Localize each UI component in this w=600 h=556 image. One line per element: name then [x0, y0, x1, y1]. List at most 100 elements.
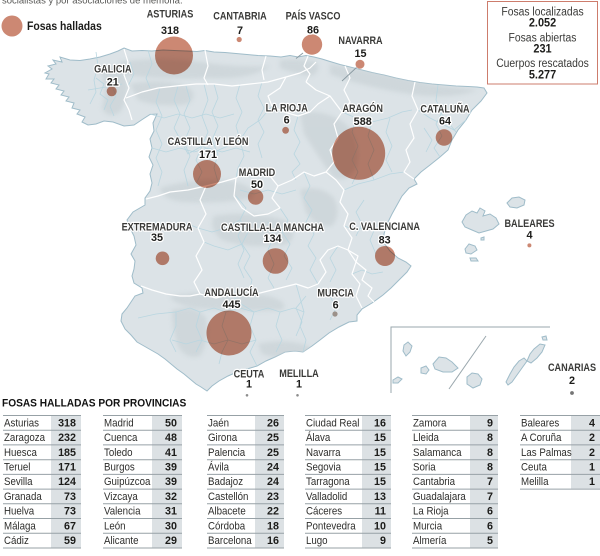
- svg-text:Cantabria: Cantabria: [413, 476, 455, 489]
- svg-text:64: 64: [439, 115, 452, 127]
- svg-text:Zaragoza: Zaragoza: [4, 431, 45, 444]
- svg-text:25: 25: [267, 432, 279, 444]
- svg-text:124: 124: [58, 476, 77, 488]
- svg-text:171: 171: [199, 149, 217, 161]
- svg-text:Cádiz: Cádiz: [4, 534, 29, 547]
- svg-text:Lugo: Lugo: [306, 534, 328, 547]
- svg-text:Salamanca: Salamanca: [413, 446, 462, 459]
- svg-text:15: 15: [374, 476, 386, 488]
- svg-text:6: 6: [487, 505, 493, 517]
- svg-text:15: 15: [374, 461, 386, 473]
- svg-text:31: 31: [165, 505, 177, 517]
- svg-text:PAÍS VASCO: PAÍS VASCO: [286, 9, 341, 23]
- svg-text:Madrid: Madrid: [104, 417, 134, 430]
- svg-text:18: 18: [267, 520, 279, 532]
- svg-text:4: 4: [589, 417, 596, 429]
- svg-text:16: 16: [374, 417, 386, 429]
- svg-text:185: 185: [58, 447, 76, 459]
- svg-text:22: 22: [267, 505, 279, 517]
- svg-text:2.052: 2.052: [529, 17, 556, 29]
- svg-text:ARAGÓN: ARAGÓN: [342, 101, 383, 115]
- svg-text:2: 2: [569, 375, 575, 387]
- svg-text:CASTILLA-LA MANCHA: CASTILLA-LA MANCHA: [221, 222, 324, 234]
- svg-text:MURCIA: MURCIA: [317, 288, 354, 300]
- svg-text:Ciudad Real: Ciudad Real: [306, 417, 359, 430]
- svg-text:6: 6: [487, 520, 493, 532]
- svg-text:Guipúzcoa: Guipúzcoa: [104, 476, 150, 489]
- svg-text:Ávila: Ávila: [208, 460, 229, 474]
- svg-text:Sevilla: Sevilla: [4, 476, 33, 489]
- svg-text:23: 23: [267, 491, 279, 503]
- svg-text:134: 134: [263, 233, 282, 245]
- svg-text:73: 73: [64, 505, 76, 517]
- svg-text:Valladolid: Valladolid: [306, 490, 347, 503]
- svg-text:Navarra: Navarra: [306, 446, 341, 459]
- svg-text:13: 13: [374, 491, 386, 503]
- svg-text:Melilla: Melilla: [521, 476, 549, 489]
- svg-text:32: 32: [165, 491, 177, 503]
- svg-text:Tarragona: Tarragona: [306, 476, 350, 489]
- svg-text:MELILLA: MELILLA: [279, 368, 319, 380]
- svg-text:171: 171: [58, 461, 76, 473]
- svg-text:318: 318: [161, 25, 179, 37]
- svg-text:Soria: Soria: [413, 461, 436, 474]
- svg-text:50: 50: [165, 417, 177, 429]
- svg-text:9: 9: [487, 417, 493, 429]
- svg-text:48: 48: [165, 432, 177, 444]
- svg-text:41: 41: [165, 447, 177, 459]
- svg-text:26: 26: [267, 417, 279, 429]
- svg-text:25: 25: [267, 447, 279, 459]
- svg-text:8: 8: [487, 432, 493, 444]
- svg-text:MADRID: MADRID: [239, 167, 276, 179]
- svg-text:EXTREMADURA: EXTREMADURA: [122, 222, 193, 234]
- svg-text:24: 24: [267, 461, 280, 473]
- svg-text:Segovia: Segovia: [306, 461, 341, 474]
- svg-text:24: 24: [267, 476, 280, 488]
- svg-text:Fosas localizadas: Fosas localizadas: [501, 6, 584, 19]
- svg-text:A Coruña: A Coruña: [521, 431, 562, 444]
- svg-text:73: 73: [64, 491, 76, 503]
- svg-text:Burgos: Burgos: [104, 461, 135, 474]
- svg-text:CANTABRIA: CANTABRIA: [213, 11, 267, 23]
- svg-text:8: 8: [487, 461, 493, 473]
- svg-text:Murcia: Murcia: [413, 520, 442, 533]
- svg-text:Cáceres: Cáceres: [306, 505, 342, 518]
- svg-text:NAVARRA: NAVARRA: [338, 35, 383, 47]
- svg-text:7: 7: [487, 491, 493, 503]
- svg-text:Toledo: Toledo: [104, 446, 133, 459]
- svg-text:15: 15: [354, 48, 366, 60]
- svg-text:Huelva: Huelva: [4, 505, 34, 518]
- svg-text:C. VALENCIANA: C. VALENCIANA: [349, 221, 420, 233]
- svg-text:ANDALUCÍA: ANDALUCÍA: [204, 285, 259, 299]
- svg-text:Teruel: Teruel: [4, 461, 30, 474]
- svg-text:León: León: [104, 520, 126, 533]
- svg-text:2: 2: [589, 432, 595, 444]
- svg-text:CANARIAS: CANARIAS: [548, 362, 596, 374]
- svg-text:445: 445: [222, 299, 240, 311]
- svg-text:67: 67: [64, 520, 76, 532]
- svg-text:Asturias: Asturias: [4, 417, 39, 430]
- svg-text:La Rioja: La Rioja: [413, 505, 449, 518]
- svg-text:15: 15: [374, 432, 386, 444]
- svg-text:5.277: 5.277: [529, 69, 556, 81]
- svg-text:Guadalajara: Guadalajara: [413, 490, 466, 503]
- svg-text:50: 50: [251, 179, 263, 191]
- svg-text:GALICIA: GALICIA: [94, 64, 132, 76]
- svg-text:Huesca: Huesca: [4, 446, 37, 459]
- svg-text:83: 83: [379, 234, 391, 246]
- svg-text:16: 16: [267, 535, 279, 547]
- svg-text:39: 39: [165, 461, 177, 473]
- svg-text:2: 2: [589, 447, 595, 459]
- svg-text:socialistas y por asociaciones: socialistas y por asociaciones de memori…: [2, 0, 183, 7]
- svg-text:21: 21: [107, 76, 119, 88]
- svg-text:LA RIOJA: LA RIOJA: [266, 103, 309, 115]
- svg-text:Cuenca: Cuenca: [104, 431, 138, 444]
- svg-text:6: 6: [333, 299, 339, 311]
- svg-text:4: 4: [526, 229, 533, 241]
- svg-text:5: 5: [487, 535, 493, 547]
- svg-text:1: 1: [246, 378, 252, 390]
- svg-text:30: 30: [165, 520, 177, 532]
- svg-text:Fosas halladas: Fosas halladas: [27, 20, 102, 33]
- svg-text:CATALUÑA: CATALUÑA: [420, 102, 470, 116]
- svg-text:Pontevedra: Pontevedra: [306, 520, 356, 533]
